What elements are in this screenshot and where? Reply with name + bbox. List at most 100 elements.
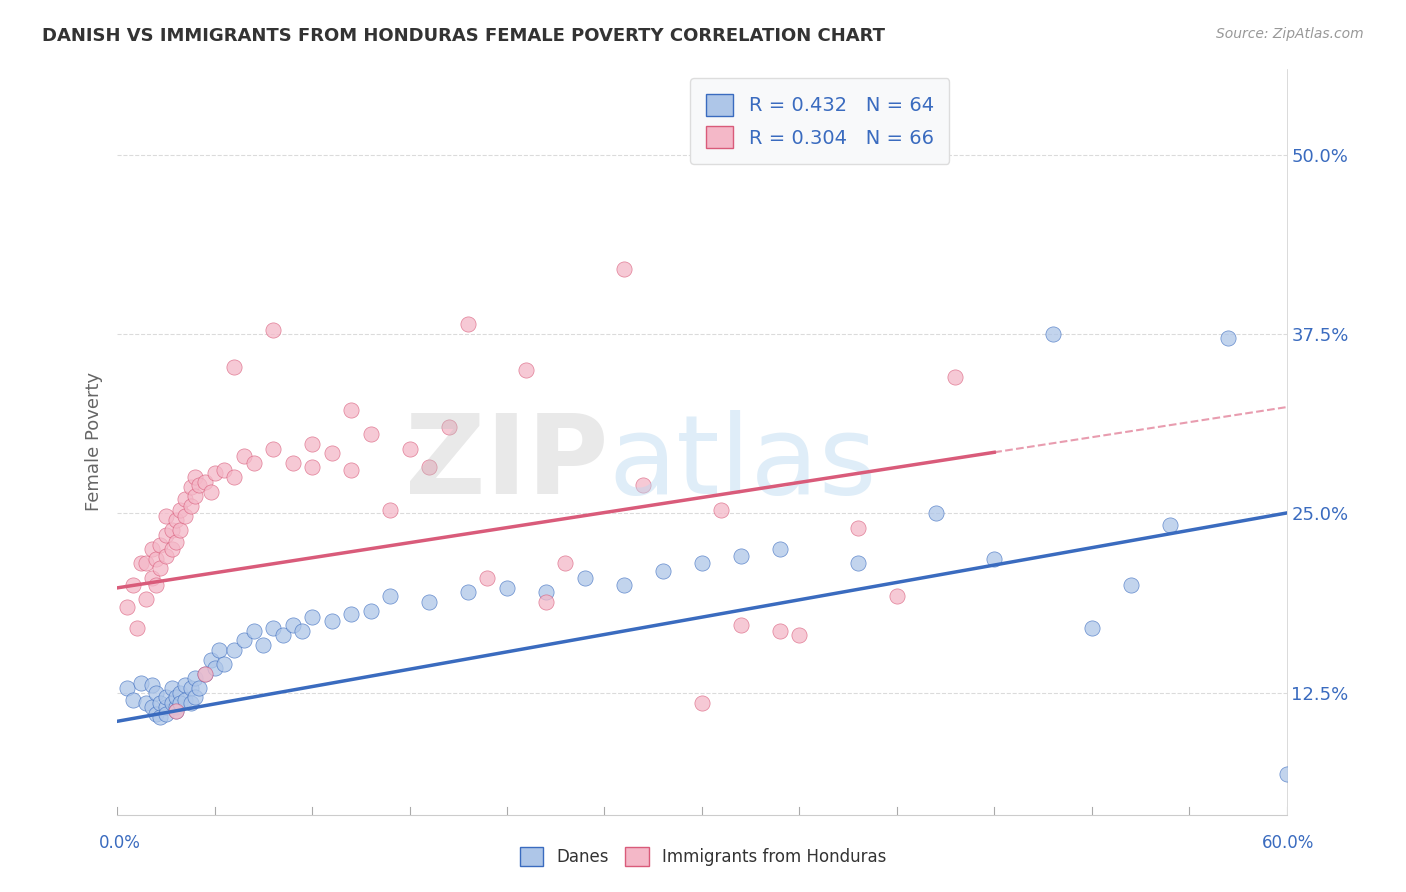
Point — [188, 477, 211, 491]
Text: 60.0%: 60.0% — [1263, 834, 1315, 852]
Point — [1119, 578, 1142, 592]
Point — [149, 561, 172, 575]
Point — [418, 595, 440, 609]
Point — [983, 552, 1005, 566]
Point — [340, 403, 363, 417]
Point — [252, 638, 274, 652]
Point — [115, 599, 138, 614]
Point — [174, 693, 197, 707]
Point — [169, 696, 191, 710]
Point — [271, 628, 294, 642]
Point — [194, 667, 217, 681]
Point — [169, 685, 191, 699]
Point — [224, 642, 246, 657]
Point — [360, 604, 382, 618]
Point — [232, 449, 254, 463]
Point — [129, 675, 152, 690]
Point — [180, 480, 202, 494]
Point — [214, 657, 236, 671]
Point — [204, 661, 226, 675]
Point — [149, 696, 172, 710]
Point — [125, 621, 148, 635]
Point — [281, 456, 304, 470]
Text: ZIP: ZIP — [405, 410, 609, 517]
Point — [710, 503, 733, 517]
Point — [360, 427, 382, 442]
Point — [613, 262, 636, 277]
Point — [769, 542, 792, 557]
Point — [184, 489, 207, 503]
Point — [418, 460, 440, 475]
Point — [554, 557, 576, 571]
Point — [160, 524, 183, 538]
Point — [135, 557, 157, 571]
Point — [165, 535, 187, 549]
Text: atlas: atlas — [609, 410, 877, 517]
Point — [769, 624, 792, 638]
Point — [169, 524, 191, 538]
Point — [149, 710, 172, 724]
Text: DANISH VS IMMIGRANTS FROM HONDURAS FEMALE POVERTY CORRELATION CHART: DANISH VS IMMIGRANTS FROM HONDURAS FEMAL… — [42, 27, 886, 45]
Point — [301, 437, 323, 451]
Point — [155, 700, 177, 714]
Point — [180, 499, 202, 513]
Point — [141, 700, 163, 714]
Point — [145, 685, 167, 699]
Point — [174, 491, 197, 506]
Point — [515, 363, 537, 377]
Point — [291, 624, 314, 638]
Point — [943, 370, 966, 384]
Point — [194, 475, 217, 489]
Point — [145, 707, 167, 722]
Point — [1216, 331, 1239, 345]
Point — [301, 460, 323, 475]
Point — [437, 420, 460, 434]
Point — [301, 609, 323, 624]
Point — [690, 557, 713, 571]
Point — [155, 690, 177, 704]
Point — [200, 484, 222, 499]
Point — [378, 590, 401, 604]
Point — [224, 359, 246, 374]
Point — [846, 521, 869, 535]
Point — [115, 681, 138, 696]
Legend: Danes, Immigrants from Honduras: Danes, Immigrants from Honduras — [512, 838, 894, 875]
Point — [534, 595, 557, 609]
Point — [262, 621, 284, 635]
Point — [398, 442, 420, 456]
Point — [160, 542, 183, 557]
Point — [232, 632, 254, 647]
Point — [1275, 767, 1298, 781]
Point — [730, 549, 752, 564]
Point — [262, 323, 284, 337]
Point — [184, 470, 207, 484]
Point — [214, 463, 236, 477]
Point — [242, 624, 264, 638]
Point — [457, 317, 479, 331]
Point — [477, 571, 499, 585]
Point — [155, 549, 177, 564]
Point — [378, 503, 401, 517]
Y-axis label: Female Poverty: Female Poverty — [86, 372, 103, 511]
Point — [188, 681, 211, 696]
Point — [1159, 517, 1181, 532]
Point — [886, 590, 908, 604]
Point — [184, 671, 207, 685]
Point — [496, 581, 519, 595]
Point — [224, 470, 246, 484]
Point — [534, 585, 557, 599]
Point — [165, 513, 187, 527]
Point — [165, 704, 187, 718]
Point — [141, 571, 163, 585]
Point — [789, 628, 811, 642]
Point — [180, 681, 202, 696]
Point — [925, 506, 948, 520]
Point — [690, 696, 713, 710]
Point — [155, 509, 177, 524]
Point — [155, 528, 177, 542]
Text: Source: ZipAtlas.com: Source: ZipAtlas.com — [1216, 27, 1364, 41]
Point — [204, 466, 226, 480]
Point — [242, 456, 264, 470]
Point — [1080, 621, 1102, 635]
Point — [651, 564, 673, 578]
